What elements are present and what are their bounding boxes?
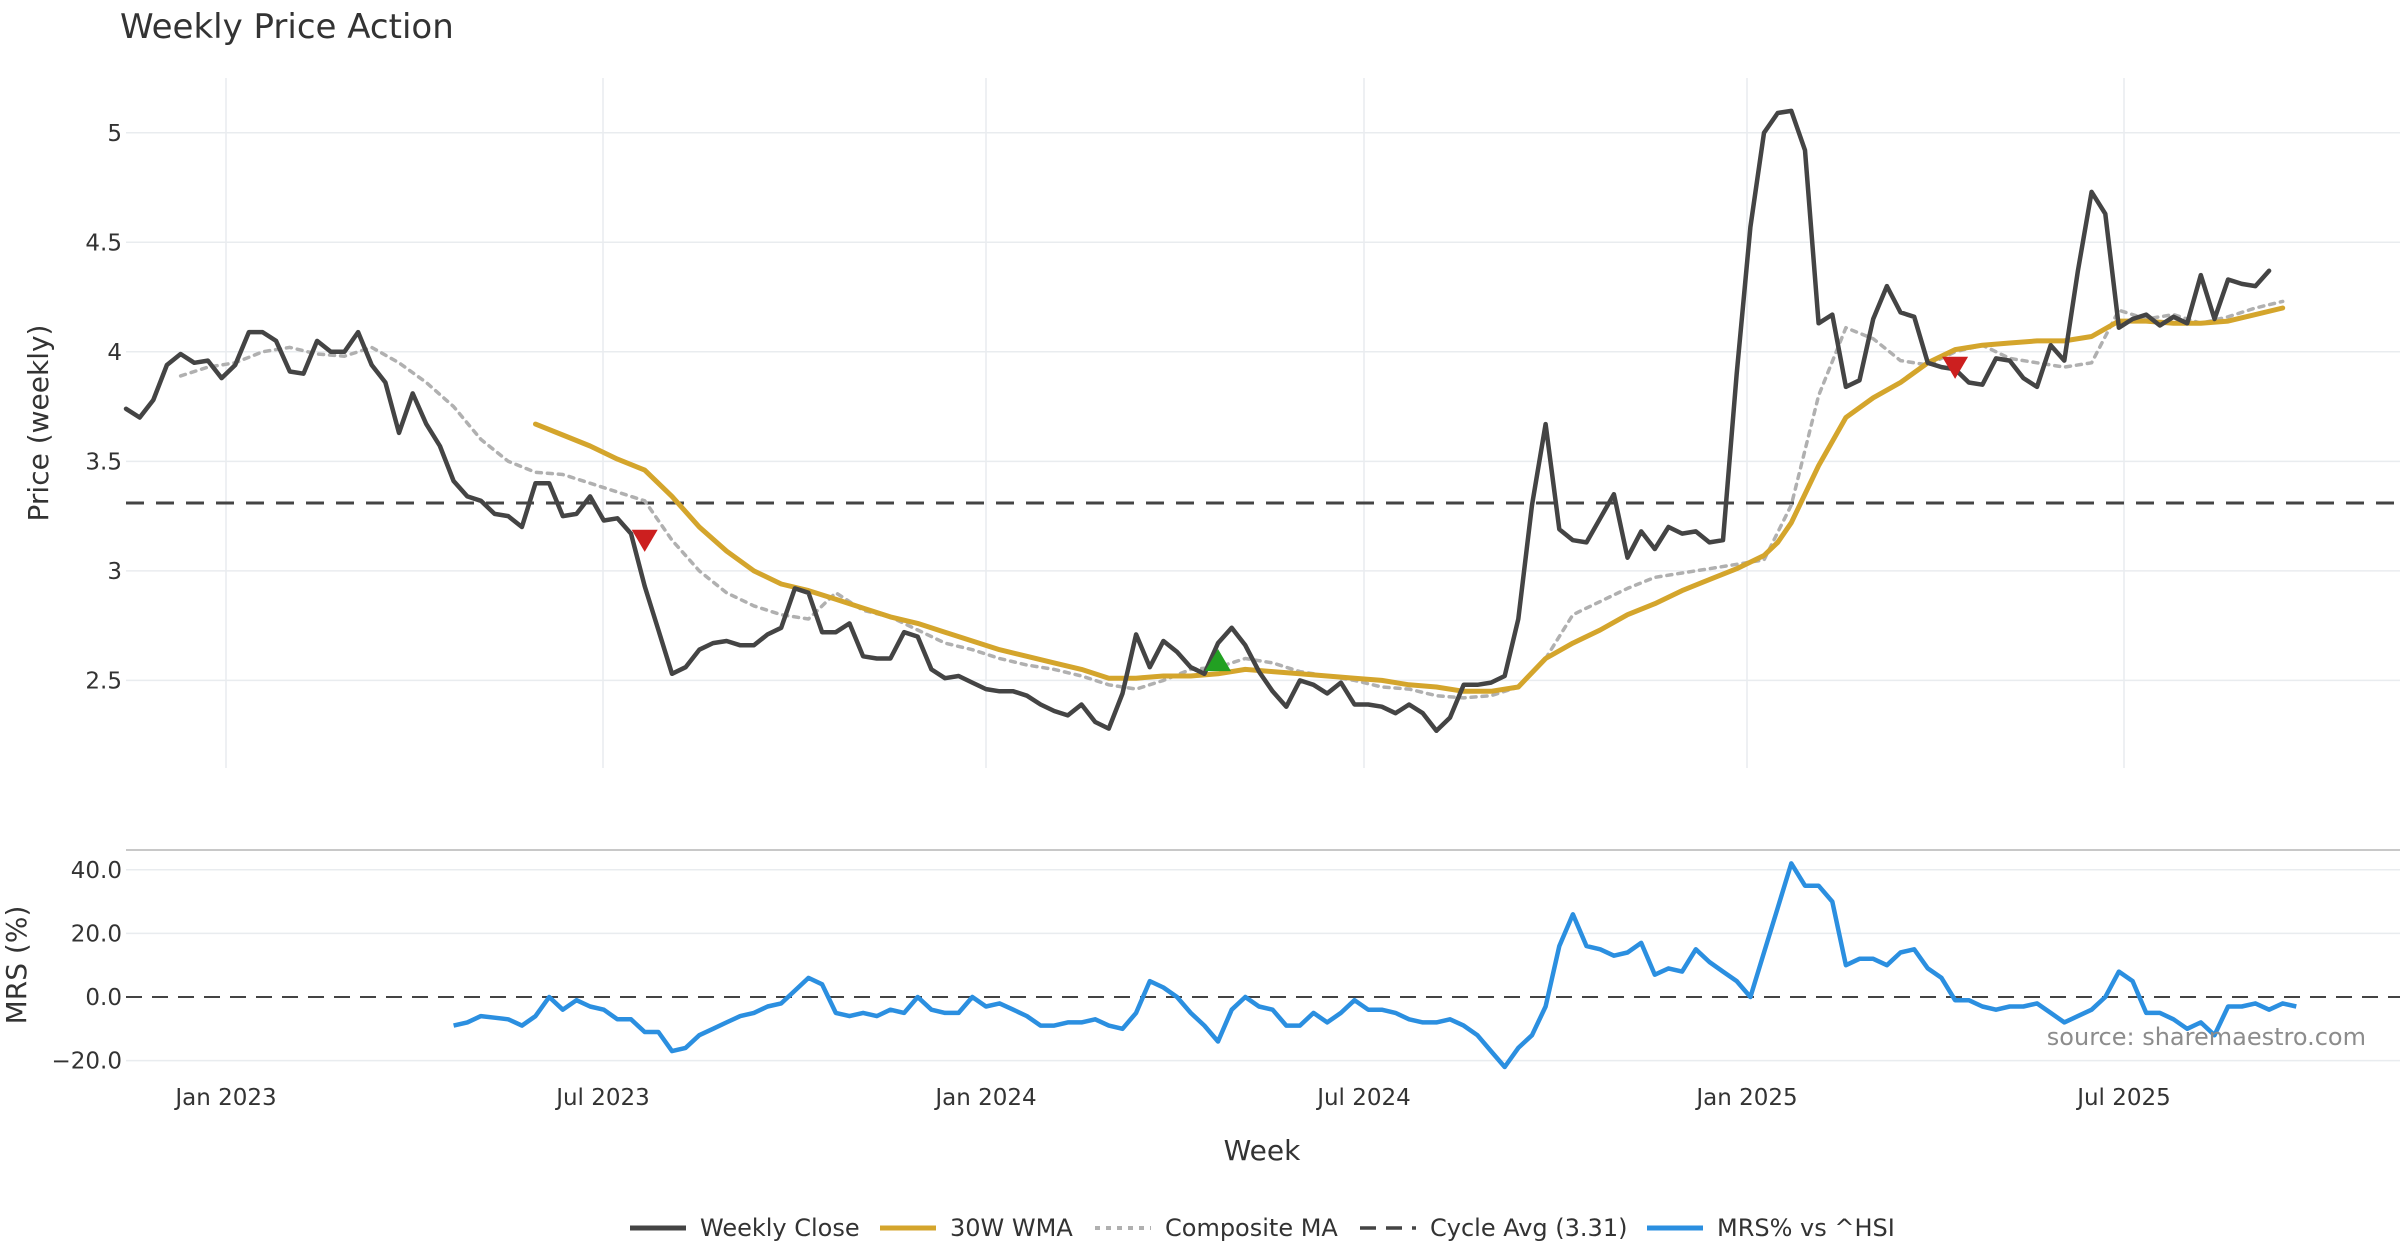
x-tick-label: Jan 2023	[173, 1085, 276, 1111]
mrs-y-tick-label: −20.0	[52, 1049, 122, 1075]
mrs-series-line	[453, 861, 2297, 1070]
x-axis-title: Week	[1224, 1134, 1301, 1167]
price-y-tick-label: 4	[107, 340, 122, 366]
price-series-group	[123, 108, 2400, 734]
legend-label-close: Weekly Close	[700, 1214, 860, 1242]
mrs-y-axis-title: MRS (%)	[0, 906, 33, 1025]
mrs-y-tick-label: 20.0	[71, 921, 122, 947]
legend-label-mrs: MRS% vs ^HSI	[1717, 1214, 1895, 1242]
signal-markers	[631, 356, 1969, 672]
price-y-ticks: 2.5 3 3.5 4 4.5 5	[85, 121, 122, 695]
buy-signal-marker	[1205, 648, 1231, 672]
legend: Weekly Close 30W WMA Composite MA Cycle Avg…	[630, 1214, 1895, 1242]
price-y-tick-label: 3	[107, 559, 122, 585]
price-grid	[126, 78, 2400, 768]
x-tick-label: Jul 2025	[2075, 1085, 2171, 1111]
x-tick-label: Jan 2025	[1694, 1085, 1797, 1111]
mrs-y-tick-label: 40.0	[71, 858, 122, 884]
mrs-grid	[126, 849, 2400, 1062]
legend-label-composite: Composite MA	[1165, 1214, 1338, 1242]
sell-signal-marker	[631, 529, 658, 552]
mrs-series-group	[453, 861, 2297, 1070]
composite-series-line	[178, 299, 2285, 700]
mrs-y-tick-label: 0.0	[85, 985, 122, 1011]
mrs-y-ticks: 40.0 20.0 0.0 −20.0	[52, 858, 122, 1075]
sell-signal-marker	[1942, 356, 1969, 379]
legend-label-cycle: Cycle Avg (3.31)	[1430, 1214, 1627, 1242]
x-tick-label: Jul 2024	[1315, 1085, 1411, 1111]
price-y-tick-label: 2.5	[85, 668, 122, 694]
price-y-tick-label: 3.5	[85, 449, 122, 475]
source-label: source: sharemaestro.com	[2047, 1023, 2366, 1051]
legend-label-wma: 30W WMA	[950, 1214, 1073, 1242]
price-y-axis-title: Price (weekly)	[22, 325, 55, 522]
x-tick-label: Jul 2023	[554, 1085, 650, 1111]
chart-title: Weekly Price Action	[120, 7, 454, 47]
x-axis-ticks: Jan 2023 Jul 2023 Jan 2024 Jul 2024 Jan 2025…	[173, 1085, 2170, 1111]
x-tick-label: Jan 2024	[933, 1085, 1036, 1111]
price-y-tick-label: 5	[107, 121, 122, 147]
price-y-tick-label: 4.5	[85, 230, 122, 256]
wma-series-line	[533, 305, 2286, 694]
close-series-line	[123, 108, 2272, 734]
